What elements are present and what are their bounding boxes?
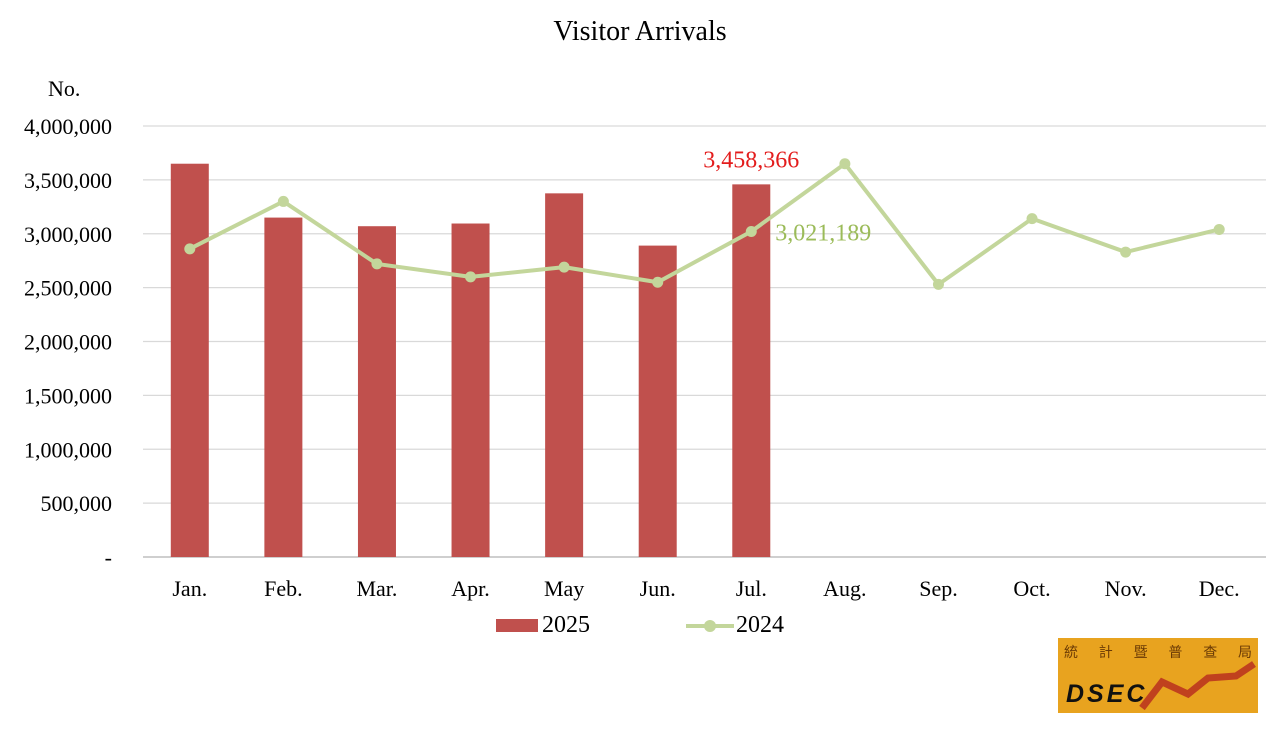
- legend-item-2025: 2025: [496, 612, 590, 639]
- legend-label-2024: 2024: [736, 612, 784, 638]
- legend-swatch-bar: [496, 619, 538, 632]
- x-tick-label: Apr.: [451, 576, 490, 601]
- y-tick-label: 1,000,000: [24, 437, 112, 462]
- bar-2025-feb: [264, 217, 303, 557]
- line-point-2024: [371, 258, 383, 270]
- x-tick-label: Jan.: [172, 576, 207, 601]
- line-point-2024: [184, 243, 196, 255]
- x-tick-label: Dec.: [1199, 576, 1240, 601]
- x-tick-label: Nov.: [1105, 576, 1147, 601]
- line-point-2024: [1026, 213, 1038, 225]
- line-point-2024: [465, 271, 477, 283]
- y-tick-label: 4,000,000: [24, 114, 112, 139]
- legend-item-2024: 2024: [686, 612, 784, 639]
- x-tick-label: Jul.: [736, 576, 767, 601]
- line-point-2024: [932, 278, 944, 290]
- x-tick-label: Feb.: [264, 576, 303, 601]
- y-axis-label: No.: [48, 76, 81, 101]
- y-tick-label: 2,500,000: [24, 276, 112, 301]
- y-tick-label: 1,500,000: [24, 383, 112, 408]
- legend-swatch-line: [686, 619, 734, 633]
- data-label-2024-jul: 3,021,189: [775, 220, 871, 246]
- bar-2025-jun: [638, 245, 677, 558]
- y-tick-label: -: [105, 545, 112, 570]
- line-point-2024: [652, 276, 664, 288]
- line-point-2024: [745, 225, 757, 237]
- line-point-2024: [1213, 223, 1225, 235]
- data-label-2025-jul: 3,458,366: [703, 147, 799, 173]
- bar-2025-jul: [732, 184, 771, 557]
- x-tick-label: Sep.: [919, 576, 958, 601]
- x-tick-label: Oct.: [1013, 576, 1050, 601]
- x-tick-label: May: [544, 576, 584, 601]
- legend-label-2025: 2025: [542, 612, 590, 638]
- x-tick-label: Jun.: [640, 576, 676, 601]
- logo-cjk-text: 統計暨 普查局: [1064, 645, 1252, 661]
- x-tick-label: Mar.: [356, 576, 397, 601]
- line-point-2024: [839, 158, 851, 170]
- line-series-2024: [188, 161, 1220, 287]
- chart-title: Visitor Arrivals: [553, 16, 727, 47]
- y-tick-label: 500,000: [41, 491, 113, 516]
- line-point-2024: [558, 261, 570, 273]
- y-tick-label: 3,000,000: [24, 222, 112, 247]
- logo-bolt-icon: [1058, 638, 1258, 713]
- bar-2025-mar: [357, 226, 396, 557]
- legend: 2025 2024: [496, 612, 880, 639]
- line-point-2024: [277, 195, 289, 207]
- line-point-2024: [1120, 246, 1132, 258]
- y-tick-label: 2,000,000: [24, 330, 112, 355]
- x-tick-label: Aug.: [823, 576, 866, 601]
- bar-2025-jan: [170, 163, 209, 557]
- dsec-logo: 統計暨 普查局 DSEC: [1058, 638, 1258, 713]
- y-tick-label: 3,500,000: [24, 168, 112, 193]
- bar-2025-may: [545, 193, 584, 557]
- logo-text: DSEC: [1066, 680, 1148, 708]
